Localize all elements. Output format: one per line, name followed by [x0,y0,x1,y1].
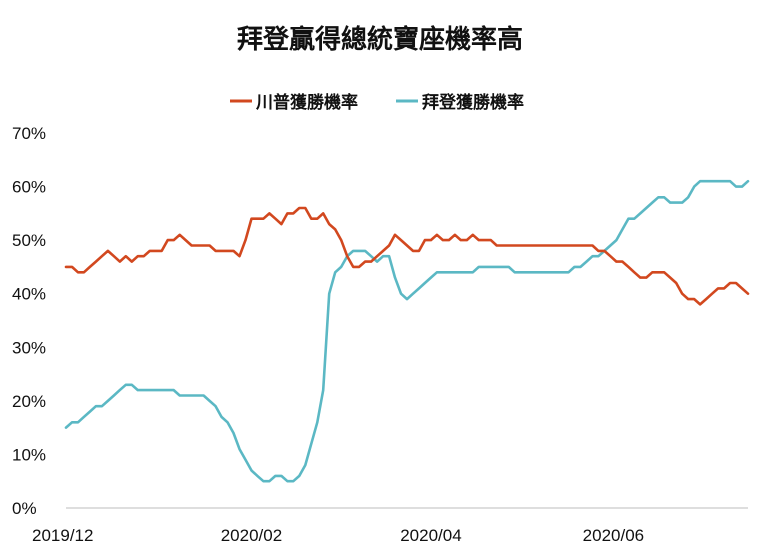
legend-label-trump: 川普獲勝機率 [255,92,358,113]
y-tick-label: 0% [12,499,37,518]
y-tick-label: 30% [12,338,46,357]
x-axis: 2019/12 2020/02 2020/04 2020/06 [32,526,644,545]
series-line-trump [64,206,750,306]
x-tick-label: 2020/04 [400,526,461,545]
y-tick-label: 50% [12,231,46,250]
y-tick-label: 70% [12,124,46,143]
series-layer [64,179,750,483]
y-tick-label: 60% [12,178,46,197]
y-axis: 0% 10% 20% 30% 40% 50% 60% 70% [12,124,46,518]
y-tick-label: 40% [12,285,46,304]
chart-title: 拜登贏得總統寶座機率高 [237,24,523,55]
legend-label-biden: 拜登獲勝機率 [422,92,524,113]
legend: 川普獲勝機率 拜登獲勝機率 [230,92,524,113]
x-tick-label: 2020/06 [583,526,644,545]
series-line-biden [64,179,750,483]
x-tick-label: 2019/12 [32,526,93,545]
y-tick-label: 20% [12,392,46,411]
y-tick-label: 10% [12,445,46,464]
x-tick-label: 2020/02 [221,526,282,545]
